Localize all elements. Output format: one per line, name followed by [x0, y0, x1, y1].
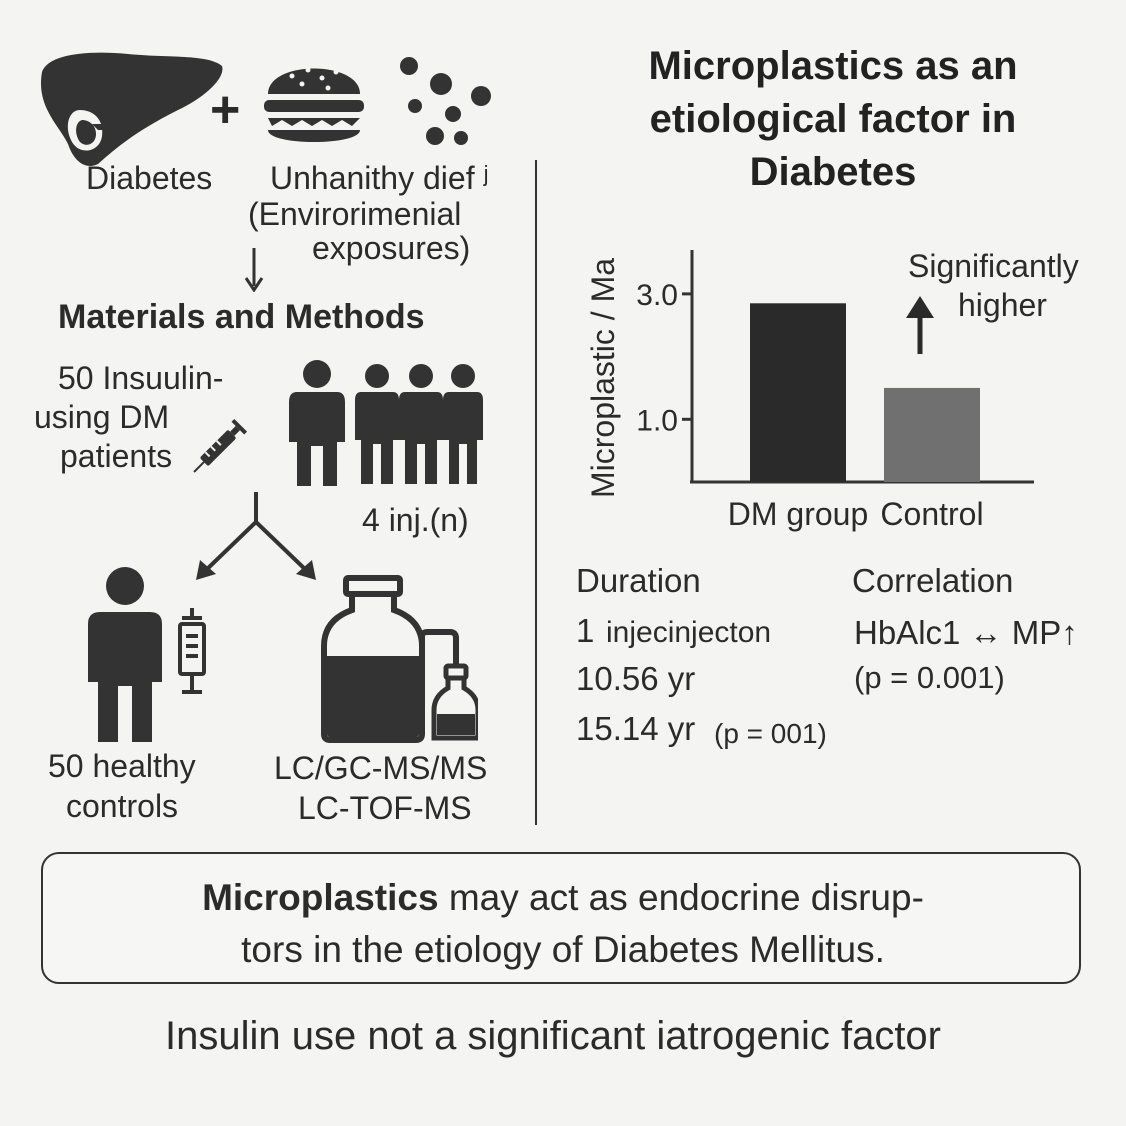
patient-group-icon — [289, 360, 483, 486]
controls-label-line1: 50 healthy — [48, 748, 196, 784]
correlation-heading: Correlation — [852, 562, 1014, 599]
diet-label-line3: exposures) — [312, 230, 471, 266]
footer-note: Insulin use not a significant iatrogenic… — [165, 1014, 941, 1058]
summary-bold-term: Microplastics — [202, 877, 439, 918]
burger-icon — [264, 67, 364, 142]
panel-divider — [535, 160, 537, 825]
patients-label-line2: using DM — [34, 399, 170, 435]
branch-arrows-icon — [196, 492, 316, 580]
liver-icon — [40, 52, 223, 166]
duration-heading: Duration — [576, 562, 701, 599]
duration-line2: 10.56 yr — [576, 660, 696, 697]
microplastic-particles-icon — [400, 57, 491, 145]
diabetes-label: Diabetes — [86, 160, 213, 196]
diet-label-line2: (Envirorimenial — [248, 196, 462, 232]
duration-line1-text: injecinjecton — [606, 616, 772, 649]
y-tick-label: 3.0 — [636, 279, 678, 312]
injections-label: 4 inj.(n) — [362, 502, 469, 538]
bar-dm-group — [750, 303, 846, 482]
controls-label-line2: controls — [66, 788, 179, 824]
title-line1: Microplastics as an — [648, 44, 1018, 88]
x-category-label: DM group — [728, 496, 869, 532]
diet-label-line1: Unhanithy dief ʲ — [270, 160, 489, 196]
healthy-control-person-icon — [88, 567, 162, 742]
ms-label-line2: LC-TOF-MS — [298, 790, 472, 826]
bar-chart: Microplastic / Ma 3.0 1.0 DM group Control… — [585, 248, 1079, 532]
summary-line2: tors in the etiology of Diabetes Mellitu… — [241, 929, 885, 970]
methods-heading: Materials and Methods — [58, 298, 425, 336]
annotation-line2: higher — [958, 287, 1047, 323]
lab-bottle-icon — [321, 575, 478, 743]
ms-label-line1: LC/GC-MS/MS — [274, 750, 488, 786]
down-arrow-icon — [244, 248, 264, 292]
title-line3: Diabetes — [749, 150, 917, 194]
duration-p-value: (p = 001) — [714, 718, 827, 749]
correlation-line1: HbAlc1 ↔ MP↑ — [854, 614, 1078, 651]
y-axis-label: Microplastic / Ma — [585, 258, 621, 498]
duration-line3: 15.14 yr — [576, 710, 696, 747]
plus-sign: + — [210, 81, 241, 139]
vial-syringe-icon — [178, 608, 206, 694]
patients-label-line1: 50 Insuulin- — [58, 360, 224, 396]
summary-line1: Microplastics may act as endocrine disru… — [43, 872, 1083, 924]
patients-label-line3: patients — [60, 438, 173, 474]
summary-line1-text: may act as endocrine disrup- — [438, 877, 924, 918]
summary-box: Microplastics may act as endocrine disru… — [41, 852, 1081, 984]
title-line2: etiological factor in — [649, 97, 1017, 141]
duration-line1-number: 1 — [576, 612, 595, 649]
correlation-p-value: (p = 0.001) — [854, 660, 1005, 695]
y-tick-label: 1.0 — [636, 404, 678, 437]
x-category-label: Control — [880, 496, 983, 532]
annotation-arrow-head — [906, 296, 934, 318]
annotation-line1: Significantly — [908, 248, 1079, 284]
syringe-icon — [193, 418, 248, 473]
bar-control — [884, 387, 980, 482]
